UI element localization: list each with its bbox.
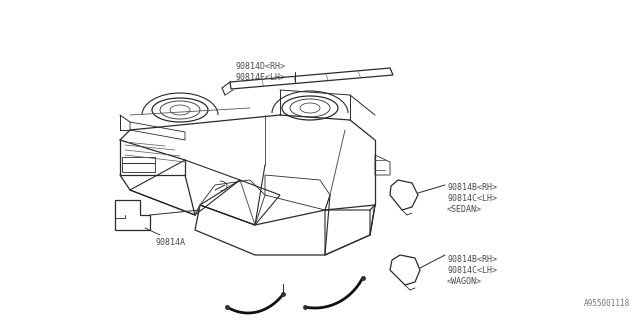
Text: A955001118: A955001118 (584, 299, 630, 308)
Text: 90814B<RH>
90814C<LH>
<SEDAN>: 90814B<RH> 90814C<LH> <SEDAN> (447, 183, 497, 214)
Text: 90814D<RH>
90814E<LH>: 90814D<RH> 90814E<LH> (235, 62, 285, 82)
Text: 90814A: 90814A (155, 238, 185, 247)
Text: 90814B<RH>
90814C<LH>
<WAGON>: 90814B<RH> 90814C<LH> <WAGON> (447, 255, 497, 286)
